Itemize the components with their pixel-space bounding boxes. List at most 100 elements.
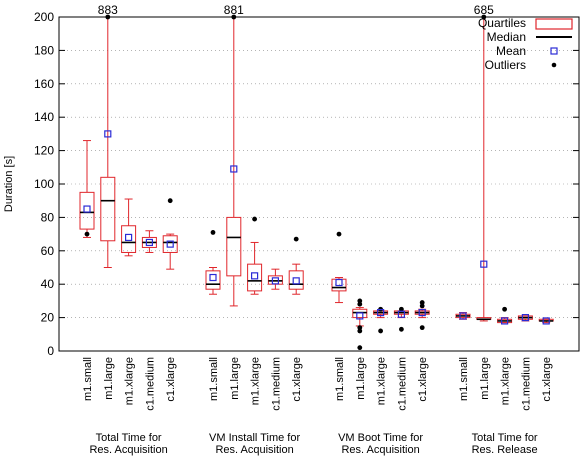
mean-marker: [542, 317, 550, 325]
mean-marker: [166, 240, 174, 248]
quartile-box: [288, 270, 304, 290]
mean-marker: [501, 317, 509, 325]
outlier-point: [378, 328, 383, 334]
x-tick-label: m1.large: [479, 357, 491, 400]
x-tick-label: m1.large: [229, 357, 241, 400]
legend-quartiles-swatch: [535, 18, 573, 30]
clipped-max-label: 685: [474, 3, 494, 17]
plot-frame: [58, 16, 580, 352]
y-tick-label: 200: [34, 10, 54, 24]
outlier-point: [399, 306, 404, 312]
y-tick-label: 140: [34, 110, 54, 124]
clipped-max-label: 883: [98, 3, 118, 17]
mean-marker: [418, 308, 426, 317]
outlier-point: [357, 325, 363, 331]
mean-marker: [356, 312, 364, 320]
group-label-line1: VM Install Time for: [209, 432, 300, 444]
mean-marker: [145, 238, 153, 247]
y-tick-label: 120: [34, 144, 54, 158]
box-m1.large: 883: [98, 3, 118, 268]
quartile-box: [100, 176, 116, 242]
legend: Quartiles Median Mean Outliers: [478, 16, 573, 72]
group-label-line1: Total Time for: [96, 432, 162, 444]
mean-marker: [124, 233, 133, 242]
box-c1.medium: [141, 230, 157, 253]
box-c1.xlarge: [288, 236, 304, 295]
quartile-box: [121, 225, 137, 253]
quartile-box: [79, 191, 95, 230]
mean-marker: [251, 272, 259, 280]
clipped-max-label: 881: [224, 3, 244, 17]
mean-marker: [271, 277, 279, 285]
box-m1.large: 881: [224, 3, 244, 307]
y-tick-label: 100: [34, 177, 54, 191]
legend-outliers-marker: [551, 62, 557, 68]
y-axis-ticks: 0 20 40 60 80 100 120 140 160 180 200: [34, 10, 579, 358]
box-c1.medium: [267, 268, 283, 290]
x-tick-label: c1.medium: [396, 357, 408, 411]
outlier-point: [502, 306, 507, 312]
x-tick-label: m1.large: [355, 357, 367, 400]
x-tick-label: m1.xlarge: [376, 357, 388, 405]
outlier-point: [357, 301, 363, 307]
quartile-box: [205, 270, 221, 290]
mean-marker: [480, 260, 488, 268]
legend-quartiles-label: Quartiles: [478, 16, 526, 30]
group-label-line2: Res. Acquisition: [89, 444, 167, 456]
box-m1.small: [455, 312, 471, 320]
mean-marker: [397, 310, 405, 318]
outlier-point: [419, 325, 425, 331]
outlier-point: [167, 198, 173, 204]
box-c1.medium: [517, 314, 533, 322]
box-m1.xlarge: [497, 306, 513, 325]
y-tick-label: 180: [34, 43, 54, 57]
quartile-box: [352, 308, 368, 319]
box-m1.small: [331, 231, 347, 304]
box-m1.xlarge: [121, 198, 137, 257]
box-layer: 883 881 685: [79, 3, 554, 351]
mean-marker: [459, 312, 467, 320]
box-m1.large: [352, 298, 368, 351]
y-tick-label: 0: [47, 344, 54, 358]
x-tick-label: m1.small: [334, 357, 346, 401]
outlier-point: [336, 231, 342, 237]
x-tick-label: m1.small: [82, 357, 94, 401]
mean-marker: [292, 277, 300, 285]
x-tick-label: c1.xlarge: [417, 357, 429, 402]
y-tick-label: 80: [41, 210, 55, 224]
y-tick-label: 40: [41, 277, 55, 291]
y-axis-label: Duration [s]: [3, 156, 15, 212]
mean-marker: [521, 314, 530, 322]
x-tick-label: m1.xlarge: [250, 357, 262, 405]
outlier-point: [357, 345, 363, 351]
x-axis-labels: m1.small m1.large m1.xlarge c1.medium c1.xla…: [82, 357, 553, 456]
group-label-line1: VM Boot Time for: [338, 432, 423, 444]
box-m1.xlarge: [247, 216, 263, 295]
outlier-point: [419, 300, 425, 305]
x-tick-label: c1.xlarge: [165, 357, 177, 402]
mean-marker: [335, 278, 343, 287]
x-tick-label: m1.small: [208, 357, 220, 401]
legend-mean-label: Mean: [496, 44, 526, 58]
mean-marker: [209, 273, 217, 282]
outlier-point: [210, 230, 216, 235]
x-tick-label: m1.large: [103, 357, 115, 400]
box-m1.xlarge: [373, 306, 389, 334]
x-tick-label: c1.xlarge: [291, 357, 303, 402]
group-label-line1: Total Time for: [472, 432, 538, 444]
outlier-point: [357, 298, 363, 304]
x-tick-label: c1.medium: [270, 357, 282, 411]
x-tick-label: c1.medium: [144, 357, 156, 411]
quartile-box: [247, 263, 263, 292]
box-c1.xlarge: [538, 317, 554, 325]
outlier-point: [357, 328, 363, 334]
x-tick-label: c1.medium: [520, 357, 532, 411]
box-c1.xlarge: [162, 198, 178, 270]
mean-marker: [230, 165, 238, 173]
grid-layer: [59, 50, 579, 318]
outlier-point: [252, 216, 257, 222]
group-label-line2: Res. Acquisition: [215, 444, 293, 456]
legend-outliers-label: Outliers: [485, 58, 526, 72]
box-c1.medium: [393, 306, 409, 332]
